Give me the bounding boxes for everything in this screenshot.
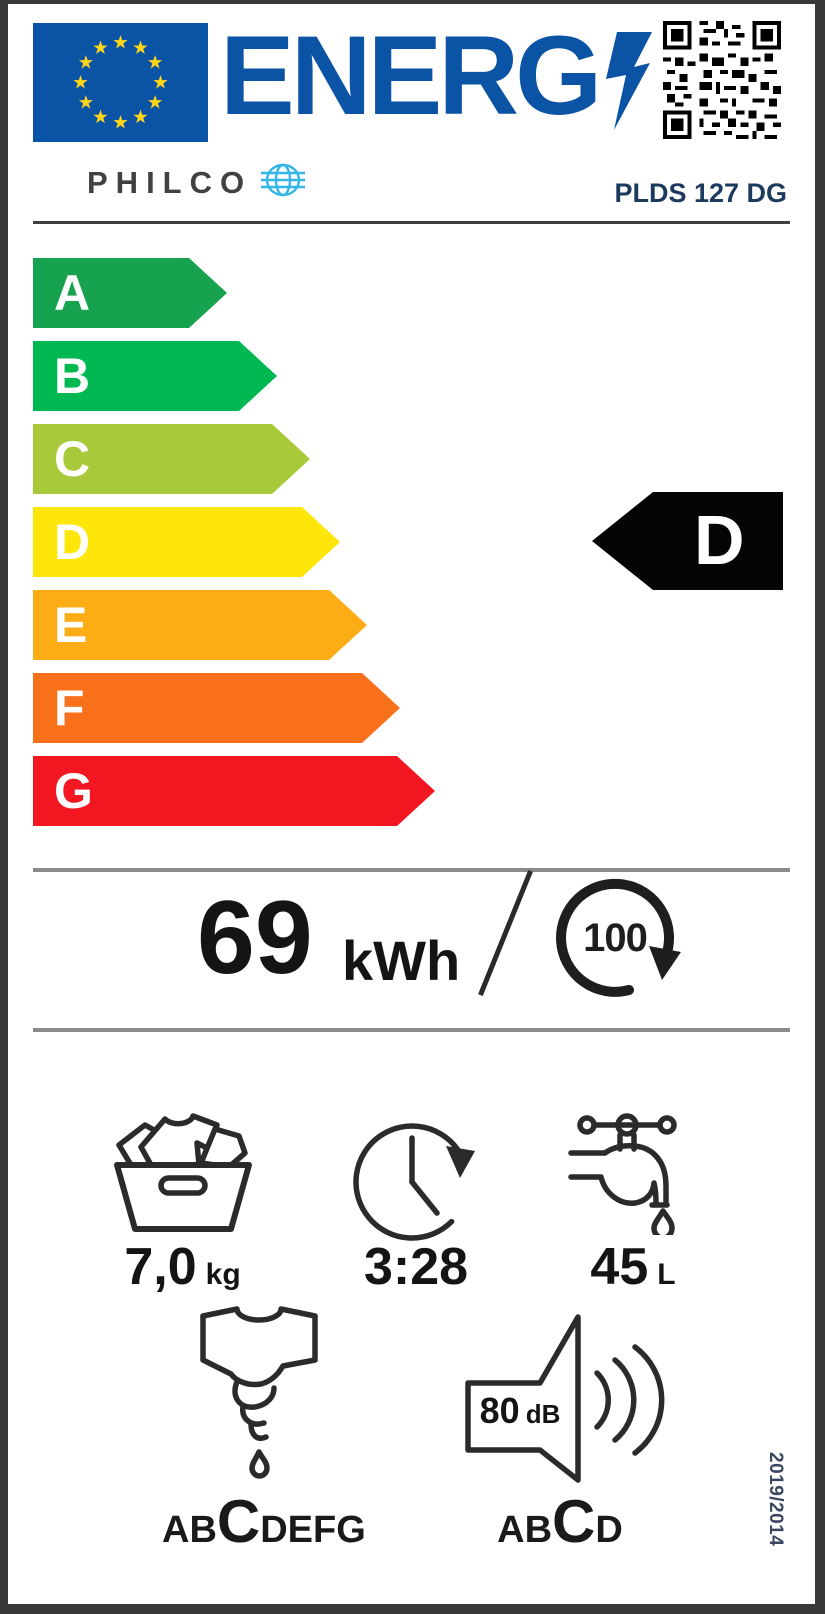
frame-bottom <box>0 1604 825 1614</box>
energ-logo-text: ENERG <box>220 13 602 138</box>
cycle-loop-icon <box>545 868 685 1013</box>
noise-number: 80 <box>479 1390 520 1431</box>
regulation-number: 2019/2014 <box>765 1452 786 1547</box>
noise-class-scale: ABCD <box>460 1492 660 1568</box>
scale-divider <box>33 868 790 872</box>
clock-icon <box>346 1110 488 1257</box>
duration-value: 3:28 <box>336 1240 496 1294</box>
spin-dry-shirt-icon <box>193 1302 325 1485</box>
duration-number: 3:28 <box>363 1238 469 1296</box>
header-divider <box>33 221 790 224</box>
speaker-icon <box>455 1303 667 1490</box>
capacity-number: 7,0 <box>124 1238 197 1296</box>
capacity-value: 7,0 kg <box>70 1240 295 1302</box>
spin-class-scale: ABCDEFG <box>162 1492 366 1568</box>
laundry-basket-icon <box>103 1103 263 1240</box>
class-arrow-a: A <box>33 258 227 328</box>
class-arrow-g: G <box>33 756 435 826</box>
model-number: PLDS 127 DG <box>614 178 787 208</box>
energ-logo: ENERG <box>220 13 653 138</box>
spin-scale-before: AB <box>162 1509 217 1551</box>
water-tap-icon <box>563 1111 693 1241</box>
water-value: 45 L <box>563 1240 703 1302</box>
brand-name: PHILCO <box>87 164 253 200</box>
rating-indicator-arrow: D <box>592 492 783 590</box>
energy-divider <box>33 1028 790 1032</box>
noise-scale-before: AB <box>497 1509 553 1551</box>
cycle-count: 100 <box>583 916 648 960</box>
frame-top <box>0 0 825 4</box>
energy-consumption-value: 69 <box>197 880 313 996</box>
water-unit: L <box>657 1258 676 1291</box>
qr-code <box>663 21 781 139</box>
class-arrow-e: E <box>33 590 367 660</box>
spin-class-current: C <box>216 1488 261 1555</box>
noise-scale-after: D <box>595 1509 623 1551</box>
class-arrow-d: D <box>33 507 340 577</box>
per-slash <box>478 869 533 997</box>
globe-icon <box>258 160 308 205</box>
capacity-unit: kg <box>205 1258 241 1291</box>
lightning-bolt-icon <box>606 32 653 135</box>
energy-consumption-unit: kWh <box>342 929 461 992</box>
class-arrow-f: F <box>33 673 400 743</box>
frame-right <box>815 0 825 1614</box>
noise-class-current: C <box>552 1488 596 1555</box>
noise-unit: dB <box>525 1399 561 1429</box>
water-number: 45 <box>590 1238 649 1296</box>
class-arrow-c: C <box>33 424 310 494</box>
noise-level: 80 dB <box>465 1390 575 1432</box>
spin-scale-after: DEFG <box>260 1509 366 1551</box>
eu-flag-icon <box>33 23 208 142</box>
class-arrow-b: B <box>33 341 277 411</box>
frame-left <box>0 0 8 1614</box>
